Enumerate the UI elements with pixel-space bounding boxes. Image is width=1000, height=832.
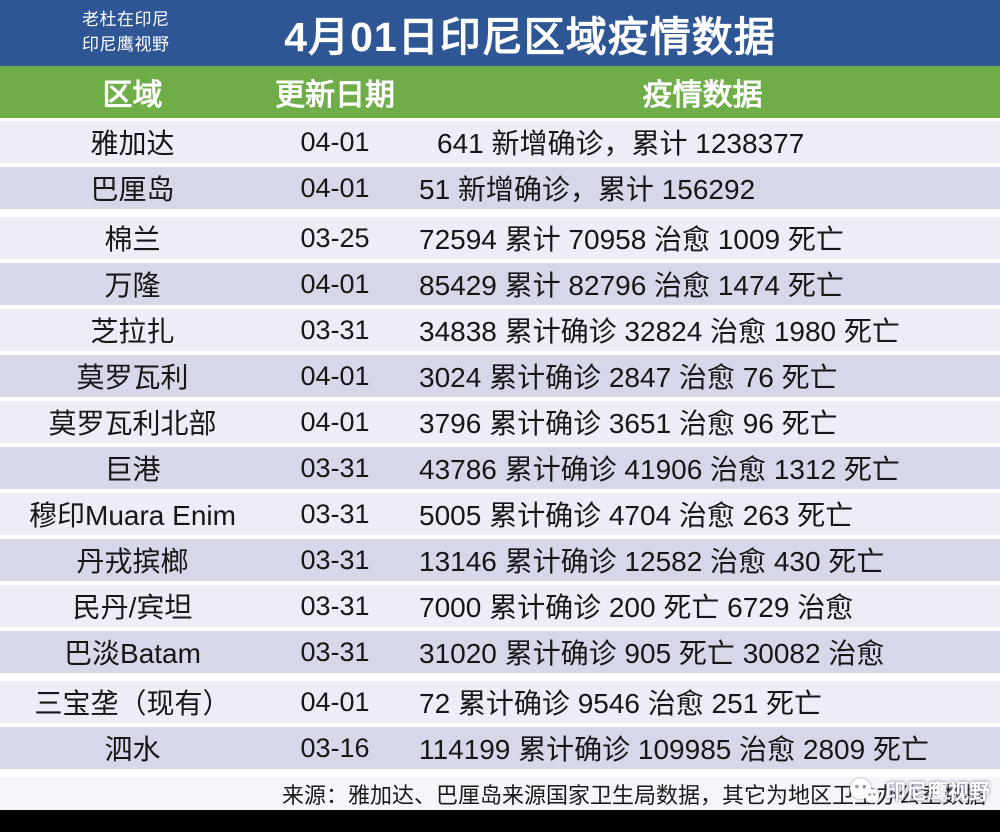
data-cell: 3024 累计确诊 2847 治愈 76 死亡 [419,362,838,393]
date-cell: 03-31 [300,498,370,529]
region-cell: 莫罗瓦利北部 [48,408,217,439]
date-cell: 03-31 [300,636,370,667]
data-cell: 114199 累计确诊 109985 治愈 2809 死亡 [419,734,929,765]
brand-text: 老杜在印尼 印尼鹰视野 [82,8,170,57]
table-row: 巴淡Batam 03-31 31020 累计确诊 905 死亡 30082 治愈 [0,631,1000,673]
source-note: 来源：雅加达、巴厘岛来源国家卫生局数据，其它为地区卫生办公室数据 [0,777,1000,810]
region-cell: 巨港 [104,454,161,485]
data-cell: 5005 累计确诊 4704 治愈 263 死亡 [419,500,854,531]
page-title: 4月01日印尼区域疫情数据 [284,14,776,60]
table-header: 区域 更新日期 疫情数据 [0,66,1000,118]
data-cell: 13146 累计确诊 12582 治愈 430 死亡 [419,546,885,577]
data-cell: 641 新增确诊，累计 1238377 [437,128,805,159]
region-cell: 丹戎摈榔 [76,546,189,577]
region-cell: 民丹/宾坦 [72,592,193,623]
date-cell: 03-31 [300,452,370,483]
region-cell: 万隆 [104,270,161,301]
table-row: 莫罗瓦利 04-01 3024 累计确诊 2847 治愈 76 死亡 [0,355,1000,397]
column-header-data: 疫情数据 [642,79,763,112]
brand-line-2: 印尼鹰视野 [82,34,170,54]
region-cell: 莫罗瓦利 [76,362,189,393]
data-cell: 31020 累计确诊 905 死亡 30082 治愈 [419,638,885,669]
region-cell: 雅加达 [90,128,175,159]
table-row: 穆印Muara Enim 03-31 5005 累计确诊 4704 治愈 263… [0,493,1000,535]
date-cell: 03-31 [300,544,370,575]
region-cell: 棉兰 [104,224,161,255]
date-cell: 04-01 [300,126,370,157]
header-bar: 老杜在印尼 印尼鹰视野 4月01日印尼区域疫情数据 [0,0,1000,66]
table-row: 巴厘岛 04-01 51 新增确诊，累计 156292 [0,167,1000,209]
date-cell: 03-31 [300,314,370,345]
date-cell: 03-16 [300,732,370,763]
data-cell: 51 新增确诊，累计 156292 [419,174,756,205]
region-cell: 穆印Muara Enim [29,500,236,531]
table-body: 雅加达 04-01 641 新增确诊，累计 1238377 巴厘岛 04-01 … [0,118,1000,777]
table-row: 三宝垄（现有） 04-01 72 累计确诊 9546 治愈 251 死亡 [0,681,1000,723]
region-cell: 泗水 [104,734,161,765]
bottom-bar [0,810,1000,832]
table-row: 棉兰 03-25 72594 累计 70958 治愈 1009 死亡 [0,217,1000,259]
date-cell: 04-01 [300,172,370,203]
date-cell: 04-01 [300,686,370,717]
date-cell: 03-25 [300,222,370,253]
table-row: 万隆 04-01 85429 累计 82796 治愈 1474 死亡 [0,263,1000,305]
table-row: 泗水 03-16 114199 累计确诊 109985 治愈 2809 死亡 [0,727,1000,769]
date-cell: 04-01 [300,268,370,299]
data-cell: 3796 累计确诊 3651 治愈 96 死亡 [419,408,838,439]
date-cell: 03-31 [300,590,370,621]
region-cell: 巴淡Batam [64,638,201,669]
region-cell: 芝拉扎 [90,316,175,347]
table-row: 民丹/宾坦 03-31 7000 累计确诊 200 死亡 6729 治愈 [0,585,1000,627]
data-cell: 85429 累计 82796 治愈 1474 死亡 [419,270,844,301]
table-row: 丹戎摈榔 03-31 13146 累计确诊 12582 治愈 430 死亡 [0,539,1000,581]
brand-line-1: 老杜在印尼 [82,10,170,29]
date-cell: 04-01 [300,406,370,437]
column-header-region: 区域 [102,79,163,112]
column-header-date: 更新日期 [275,79,395,112]
data-cell: 72594 累计 70958 治愈 1009 死亡 [419,224,844,255]
table-row: 雅加达 04-01 641 新增确诊，累计 1238377 [0,121,1000,163]
data-cell: 7000 累计确诊 200 死亡 6729 治愈 [419,592,854,623]
region-cell: 巴厘岛 [90,174,175,205]
table-row: 芝拉扎 03-31 34838 累计确诊 32824 治愈 1980 死亡 [0,309,1000,351]
region-cell: 三宝垄（现有） [34,688,231,719]
data-cell: 43786 累计确诊 41906 治愈 1312 死亡 [419,454,900,485]
date-cell: 04-01 [300,360,370,391]
table-row: 巨港 03-31 43786 累计确诊 41906 治愈 1312 死亡 [0,447,1000,489]
table-row: 莫罗瓦利北部 04-01 3796 累计确诊 3651 治愈 96 死亡 [0,401,1000,443]
data-cell: 72 累计确诊 9546 治愈 251 死亡 [419,688,823,719]
data-cell: 34838 累计确诊 32824 治愈 1980 死亡 [419,316,900,347]
